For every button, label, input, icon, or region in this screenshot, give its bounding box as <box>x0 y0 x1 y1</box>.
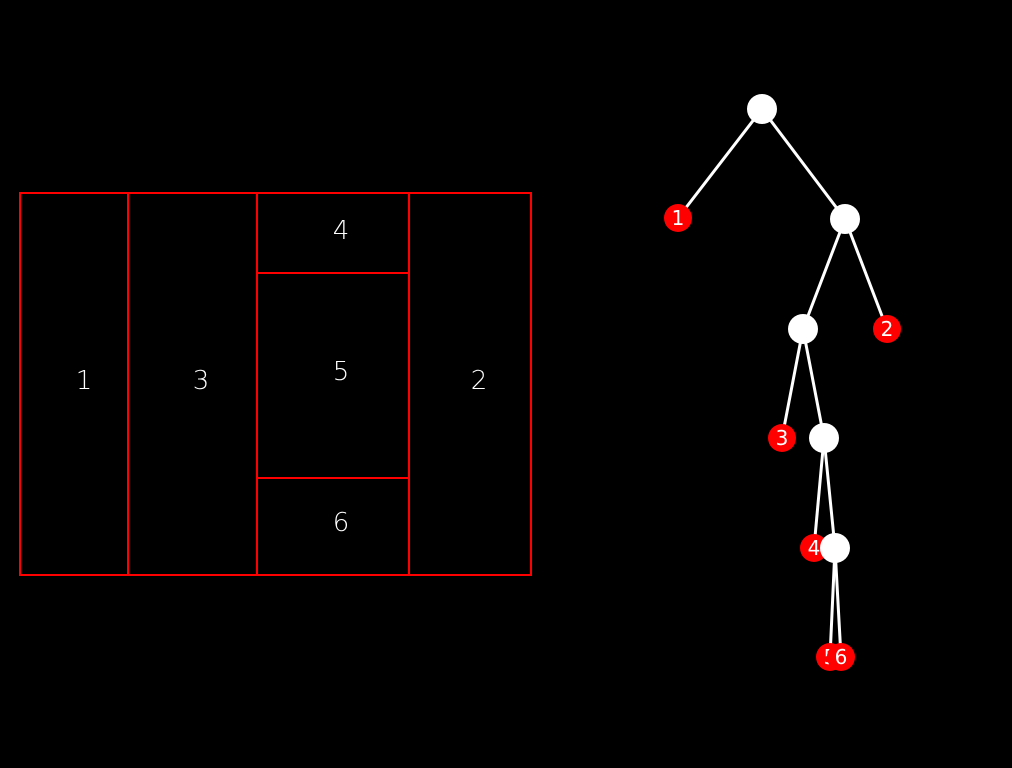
tree-leaf-node <box>827 643 855 671</box>
tree-leaf-4: 4 <box>800 534 828 562</box>
tree-leaf-node <box>664 204 692 232</box>
tree-leaf-6: 6 <box>827 643 855 671</box>
tree-leaf-label-1: 1 <box>672 206 685 230</box>
tree-leaf-label-4: 4 <box>808 536 821 560</box>
tree-edge <box>843 217 889 331</box>
tree-internal-node <box>830 204 860 234</box>
tree-leaf-label-6: 6 <box>835 645 848 669</box>
tree-edges <box>676 107 889 659</box>
partition-label-4: 4 <box>333 216 350 246</box>
partition-label-1: 1 <box>76 366 93 396</box>
partition-label-6: 6 <box>333 508 350 538</box>
partition-label-5: 5 <box>333 357 350 387</box>
tree-leaf-1: 1 <box>664 204 692 232</box>
tree-edge <box>801 217 847 331</box>
tree-panel: 1 2 3 4 5 6 <box>664 94 901 671</box>
tree-leaf-3: 3 <box>768 424 796 452</box>
tree-internal-node <box>820 533 850 563</box>
tree-edge <box>760 107 847 221</box>
tree-edge <box>676 107 764 220</box>
tree-leaf-label-2: 2 <box>881 317 894 341</box>
tree-edge <box>801 327 826 440</box>
tree-internal-node <box>788 314 818 344</box>
tree-leaf-node <box>768 424 796 452</box>
tree-edge <box>812 436 826 550</box>
tree-leaf-2: 2 <box>873 315 901 343</box>
partition-label-3: 3 <box>193 366 210 396</box>
tree-leaf-node <box>873 315 901 343</box>
tree-edge <box>780 327 805 440</box>
partition-panel: 1 3 4 5 6 2 <box>19 192 532 576</box>
tree-leaf-node <box>800 534 828 562</box>
tree-root-node <box>747 94 777 124</box>
tree-edge <box>822 436 837 550</box>
partition-region-1 <box>19 192 129 576</box>
tree-edge <box>828 546 837 659</box>
tree-internal-node <box>809 423 839 453</box>
partition-region-2 <box>408 192 532 576</box>
partition-label-2: 2 <box>471 366 488 396</box>
tree-edge <box>833 546 843 659</box>
tree-leaf-label-3: 3 <box>776 426 789 450</box>
